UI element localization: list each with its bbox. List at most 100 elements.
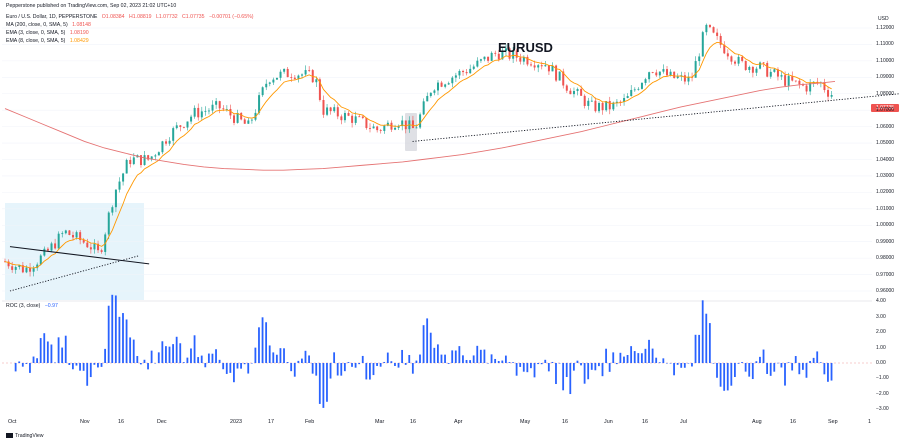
roc-bar (683, 363, 686, 368)
roc-bar (479, 349, 482, 363)
candle-body (587, 100, 590, 106)
candle-body (658, 71, 661, 76)
roc-bar (469, 360, 471, 363)
candle-body (308, 70, 311, 71)
roc-bar (247, 363, 250, 374)
candle-body (286, 68, 289, 78)
ma200-legend[interactable]: MA (200, close, 0, SMA, 5) 1.08148 (6, 22, 91, 29)
candle-body (50, 243, 53, 251)
roc-bar (200, 355, 203, 363)
ema3-value: 1.08190 (69, 30, 89, 36)
roc-y-tick-label: 2.00 (876, 329, 886, 336)
candle-body (773, 69, 776, 72)
candle-body (683, 75, 686, 82)
roc-bar (723, 363, 726, 391)
candle-body (626, 96, 629, 98)
roc-bar (125, 319, 128, 363)
ohlc-close: C1.07735 (182, 14, 205, 20)
candle-body (250, 119, 253, 121)
candle-body (501, 51, 504, 60)
last-price-tag: 1.07735 (871, 104, 899, 112)
roc-bar (673, 363, 675, 376)
roc-bar (326, 363, 328, 402)
roc-bar (487, 363, 489, 364)
candle-body (372, 126, 375, 129)
ema3-legend[interactable]: EMA (3, close, 0, SMA, 5) 1.08190 (6, 30, 89, 37)
roc-bar (261, 317, 264, 363)
candle-body (426, 95, 429, 102)
roc-bar (558, 363, 561, 364)
candle-body (211, 104, 214, 111)
candle-body (247, 120, 250, 124)
y-tick-label: 1.03000 (876, 172, 895, 179)
roc-bar (57, 337, 60, 363)
roc-bar (50, 344, 53, 363)
x-tick-label: Nov (80, 419, 90, 425)
roc-bar (827, 363, 829, 382)
roc-y-tick-label: −2.00 (876, 390, 889, 397)
candle-body (544, 65, 547, 67)
candle-body (719, 35, 722, 45)
roc-bar (268, 345, 271, 363)
roc-bar (233, 363, 235, 383)
candle-body (340, 116, 343, 121)
candle-body (351, 115, 354, 123)
y-tick-label: 1.04000 (876, 156, 895, 163)
candle-body (64, 230, 67, 234)
y-tick-label: 1.11000 (876, 41, 894, 48)
candle-body (179, 125, 182, 127)
ohlc-high: H1.08819 (129, 14, 152, 20)
candle-body (744, 60, 747, 70)
roc-bar (82, 363, 85, 371)
roc-bar (755, 361, 758, 363)
candle-body (830, 95, 833, 97)
roc-bar (530, 363, 532, 369)
roc-bar (308, 355, 310, 363)
candle-body (36, 264, 39, 269)
candle-body (154, 155, 157, 157)
roc-bar (676, 363, 679, 365)
candle-body (458, 70, 461, 76)
ema3-label: EMA (3, close, 0, SMA, 5) (6, 30, 66, 36)
candle-body (533, 65, 536, 68)
roc-legend[interactable]: ROC (3, close) −0.97 (6, 303, 58, 309)
roc-bar (601, 363, 604, 377)
roc-bar (773, 363, 776, 372)
candle-body (487, 56, 490, 61)
roc-bar (515, 363, 518, 376)
candle-body (601, 102, 604, 111)
roc-bar (433, 347, 436, 363)
candle-body (712, 27, 715, 33)
roc-value: −0.97 (44, 303, 58, 309)
candle-body (32, 268, 35, 272)
candle-body (411, 120, 414, 129)
candle-body (648, 72, 651, 80)
roc-bar (340, 363, 343, 376)
ema8-legend[interactable]: EMA (8, close, 0, SMA, 5) 1.08429 (6, 38, 89, 45)
tradingview-footer[interactable]: TradingView (6, 433, 44, 439)
x-tick-label: 17 (268, 419, 274, 425)
roc-bar (716, 363, 718, 378)
roc-bar (100, 363, 103, 367)
candle-body (422, 101, 425, 115)
candle-body (734, 61, 737, 64)
x-tick-label: Dec (157, 419, 167, 425)
roc-bar (544, 359, 547, 363)
candle-body (7, 261, 10, 267)
candle-body (497, 53, 500, 60)
roc-bar (204, 363, 207, 368)
roc-bar (394, 363, 396, 366)
roc-bar (286, 362, 289, 363)
symbol-line: Euro / U.S. Dollar, 1D, PEPPERSTONE O1.0… (6, 14, 253, 21)
candle-body (590, 100, 593, 102)
roc-bar (730, 363, 733, 386)
candle-body (415, 127, 418, 129)
roc-bar (794, 356, 797, 363)
roc-bar (787, 362, 790, 363)
roc-y-tick-label: 0.00 (876, 360, 886, 366)
roc-bar (759, 356, 761, 363)
candle-body (676, 76, 679, 79)
roc-bar (129, 337, 132, 363)
roc-bar (236, 363, 239, 369)
